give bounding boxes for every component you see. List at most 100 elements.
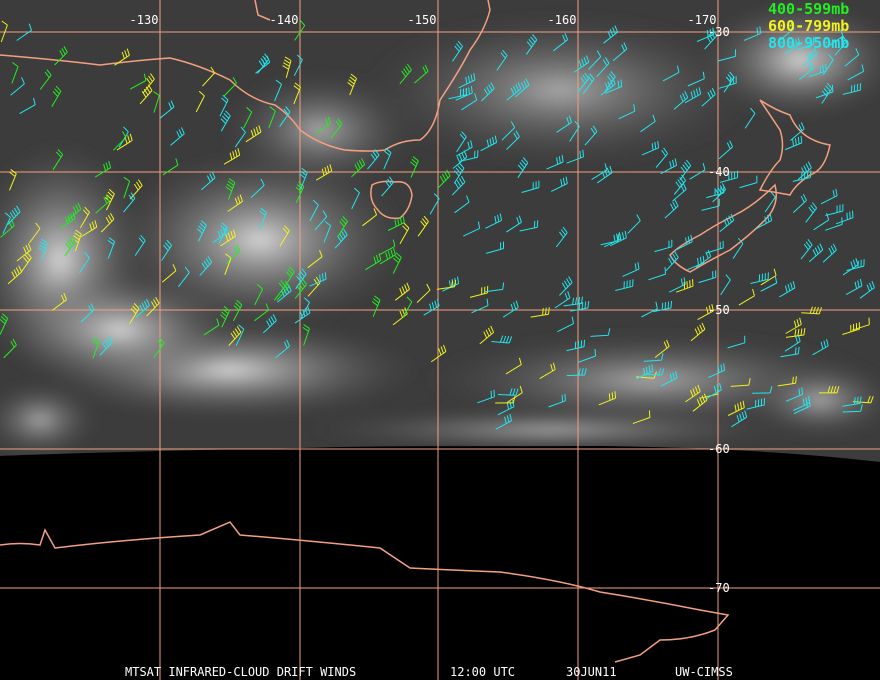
- wind-barb: [314, 210, 328, 231]
- wind-barb: [750, 272, 769, 284]
- wind-barb: [701, 87, 716, 107]
- wind-barb: [641, 301, 658, 318]
- wind-barb: [559, 276, 573, 296]
- wind-barb: [16, 23, 32, 41]
- wind-barb: [153, 337, 165, 359]
- wind-barb: [379, 247, 396, 265]
- wind-barb: [114, 48, 130, 66]
- wind-barb: [842, 83, 861, 95]
- wind-barb: [196, 220, 207, 242]
- wind-barb: [295, 268, 307, 290]
- wind-barb: [636, 364, 654, 380]
- wind-barb: [815, 84, 834, 99]
- wind-barb: [720, 274, 731, 296]
- wind-barb: [495, 413, 512, 430]
- wind-barb: [38, 238, 48, 261]
- legend-entry: 400-599mb: [768, 0, 849, 18]
- wind-barb: [0, 20, 8, 43]
- wind-barb: [566, 339, 585, 352]
- wind-barb: [245, 125, 262, 143]
- wind-barb: [604, 71, 616, 92]
- wind-barb: [394, 282, 410, 301]
- wind-barb: [134, 234, 146, 256]
- wind-barb: [752, 385, 773, 394]
- wind-barb: [10, 77, 25, 96]
- wind-barb: [456, 131, 467, 153]
- wind-barb: [673, 174, 687, 195]
- wind-barb: [515, 78, 530, 98]
- wind-barb: [563, 296, 583, 307]
- wind-barb: [845, 278, 863, 296]
- wind-barb: [19, 97, 36, 115]
- wind-barb: [461, 93, 478, 111]
- wind-barb: [309, 199, 319, 222]
- wind-barb: [827, 29, 844, 47]
- wind-barb: [717, 49, 736, 62]
- wind-barb: [92, 336, 100, 359]
- nz-north-coast: [758, 99, 831, 196]
- caption-date: 30JUN11: [566, 665, 617, 679]
- wind-barb: [825, 217, 843, 231]
- wind-barb: [219, 306, 230, 328]
- wind-barb: [80, 303, 95, 323]
- wind-barb: [755, 213, 773, 230]
- wind-barb: [153, 91, 160, 113]
- wind-barb: [293, 54, 303, 77]
- wind-barb: [135, 298, 150, 318]
- wind-barb: [232, 299, 243, 322]
- wind-barb: [569, 120, 580, 142]
- wind-barb: [223, 148, 241, 165]
- wind-barb: [274, 79, 282, 102]
- wind-barb: [129, 179, 143, 200]
- wind-barb: [604, 79, 623, 94]
- wind-barb: [416, 283, 431, 303]
- wind-barb: [367, 149, 380, 170]
- wind-barb: [705, 240, 724, 254]
- wind-barb: [262, 314, 277, 334]
- wind-barb: [59, 211, 76, 229]
- wind-barb: [842, 322, 860, 335]
- wind-barb: [738, 288, 755, 306]
- wind-barb: [727, 400, 745, 416]
- wind-barb: [378, 239, 396, 256]
- wind-barb: [3, 338, 17, 359]
- wind-barb: [654, 239, 673, 253]
- wind-barb: [469, 285, 489, 298]
- wind-barb: [785, 328, 806, 338]
- wind-barb: [664, 199, 679, 219]
- wind-barb: [556, 115, 572, 133]
- wind-barb: [309, 272, 327, 287]
- wind-barb: [665, 251, 679, 272]
- wind-barb: [436, 279, 456, 290]
- wind-barb: [365, 253, 382, 271]
- wind-barb: [596, 165, 613, 184]
- latitude-label: -70: [708, 581, 730, 595]
- wind-barb: [302, 324, 310, 346]
- wind-barb: [618, 104, 636, 120]
- longitude-label: -160: [548, 13, 577, 27]
- wind-barb: [486, 241, 504, 254]
- wind-barb: [410, 156, 419, 178]
- wind-barb: [100, 212, 115, 233]
- wind-barb: [94, 160, 112, 178]
- wind-barb: [554, 291, 571, 309]
- wind-barb: [54, 45, 68, 66]
- wind-barb: [294, 278, 307, 299]
- longitude-label: -150: [408, 13, 437, 27]
- wind-barb: [834, 35, 848, 56]
- labels: -130 -140 -150 -160 -170-30 -40 -50 -60 -70 400-5…: [130, 0, 850, 595]
- wind-barb: [414, 64, 429, 84]
- wind-barb: [294, 306, 311, 324]
- wind-barb: [219, 94, 229, 117]
- wind-barb: [79, 206, 90, 229]
- wind-barb: [225, 178, 236, 200]
- wind-barb: [692, 393, 708, 412]
- wind-barb: [519, 220, 539, 232]
- wind-barb: [201, 171, 216, 191]
- caption-source: UW-CIMSS: [675, 665, 733, 679]
- wind-barb: [402, 296, 413, 318]
- wind-barb: [51, 293, 67, 311]
- wind-barb: [609, 230, 627, 247]
- wind-barb: [598, 391, 617, 406]
- wind-barb: [790, 122, 805, 141]
